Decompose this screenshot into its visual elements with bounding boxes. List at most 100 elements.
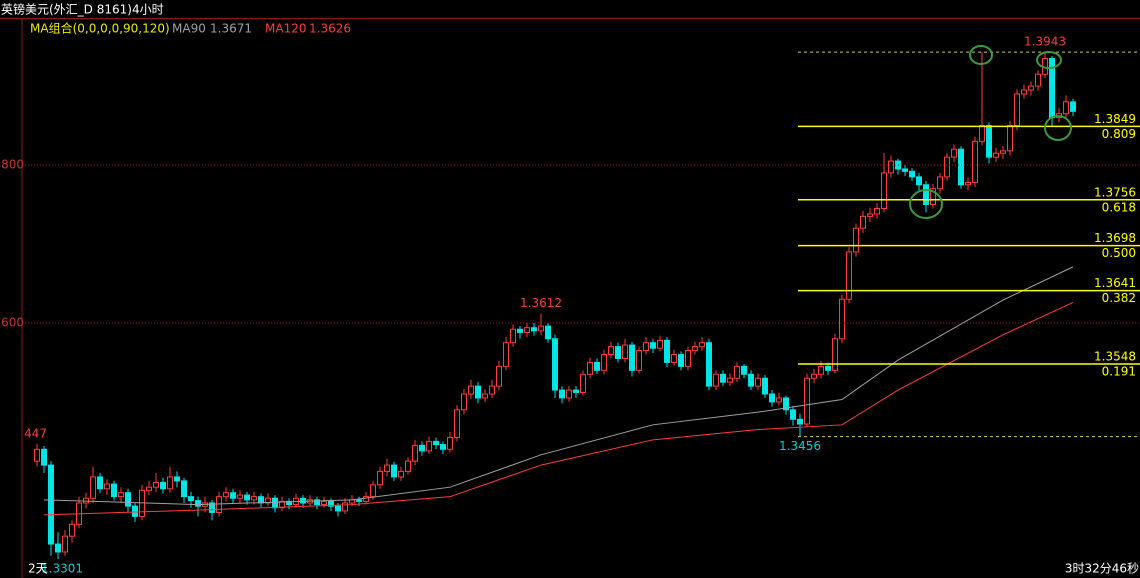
chart-title: 英镑美元(外汇_D 8161)4小时 [1, 2, 164, 17]
candle-body [496, 365, 502, 387]
candle-body [755, 377, 761, 387]
candle-body [881, 172, 887, 209]
candle-body [468, 385, 474, 395]
candle-body [678, 354, 684, 367]
candle-body [475, 385, 481, 399]
candle-body [510, 328, 516, 344]
candle-body [55, 543, 61, 553]
candle-body [993, 152, 999, 158]
candle-body [923, 184, 929, 206]
candle-body [664, 339, 670, 363]
candle-body [230, 492, 236, 499]
candle-body [699, 342, 705, 348]
candle-body [300, 497, 306, 504]
candle-body [727, 377, 733, 383]
candle-body [265, 497, 271, 504]
fib-price-label: 1.3756 [1094, 185, 1136, 199]
candle-body [734, 365, 740, 379]
fib-price-label: 1.3641 [1094, 276, 1136, 290]
candle-body [685, 350, 691, 367]
legend-name: MA120 [265, 22, 306, 36]
candle-body [440, 444, 446, 450]
candle-body [237, 494, 243, 499]
candle-body [48, 464, 54, 545]
fib-ratio-label: 0.500 [1102, 246, 1136, 260]
candle-body [944, 156, 950, 178]
low-label: 1.3301 [41, 562, 83, 576]
candle-body [1063, 101, 1069, 115]
period-label: 2天 [28, 562, 48, 576]
candle-body [426, 440, 432, 452]
fib-ratio-label: 0.191 [1102, 365, 1136, 379]
candle-body [797, 418, 803, 425]
candle-body [1021, 89, 1027, 95]
candle-body [580, 373, 586, 393]
candle-body [622, 344, 628, 359]
candle-body [209, 502, 215, 513]
candle-body [860, 215, 866, 229]
candle-body [132, 505, 138, 517]
candle-body [1000, 150, 1006, 154]
annotation-circle [909, 189, 943, 219]
candle-body [398, 470, 404, 478]
candle-body [762, 377, 768, 395]
candle-body [930, 188, 936, 206]
candle-body [356, 499, 362, 502]
candle-body [272, 497, 278, 509]
candle-body [160, 481, 166, 490]
candle-body [342, 502, 348, 512]
candle-body [839, 298, 845, 340]
candle-body [251, 496, 257, 501]
candle-body [790, 409, 796, 420]
candle-body [615, 346, 621, 359]
candle-body [41, 448, 47, 466]
candle-body [846, 251, 852, 300]
candle-body [1035, 73, 1041, 87]
candle-body [384, 464, 390, 472]
candle-body [874, 207, 880, 215]
legend-name: MA90 [172, 22, 206, 36]
candle-body [671, 354, 677, 363]
candle-body [650, 342, 656, 349]
candle-body [566, 389, 572, 399]
candle-body [552, 338, 558, 391]
candle-body [524, 327, 530, 333]
annotation-circles [909, 45, 1072, 219]
candle-body [377, 470, 383, 486]
candle-body [433, 440, 439, 446]
candle-body [692, 346, 698, 352]
candle-body [804, 377, 810, 425]
candle-body [188, 496, 194, 502]
candle-body [538, 325, 544, 332]
high-label: 1.3447 [5, 426, 47, 440]
candle-body [867, 213, 873, 217]
candle-body [321, 500, 327, 506]
candle-body [195, 500, 201, 507]
candle-body [531, 327, 537, 332]
candle-body [937, 176, 943, 190]
candle-body [1028, 85, 1034, 91]
candle-body [503, 342, 509, 367]
candle-body [748, 373, 754, 387]
candle-body [454, 409, 460, 438]
candle-body [419, 444, 425, 452]
ma-line [43, 301, 1074, 516]
candle-body [853, 227, 859, 253]
candle-body [146, 486, 152, 491]
candle-body [741, 365, 747, 375]
candle-body [1007, 125, 1013, 152]
candle-body [328, 500, 334, 507]
candle-body [489, 385, 495, 395]
candle-body [629, 344, 635, 371]
candle-body [594, 361, 600, 371]
candle-body [370, 484, 376, 498]
fib-ratio-label: 0.618 [1102, 200, 1136, 214]
candle-body [902, 168, 908, 172]
candle-body [825, 365, 831, 371]
candle-body [90, 476, 96, 499]
candle-body [111, 483, 117, 498]
candle-body [412, 444, 418, 462]
high-label: 1.3943 [1024, 35, 1066, 49]
candle-body [559, 389, 565, 399]
